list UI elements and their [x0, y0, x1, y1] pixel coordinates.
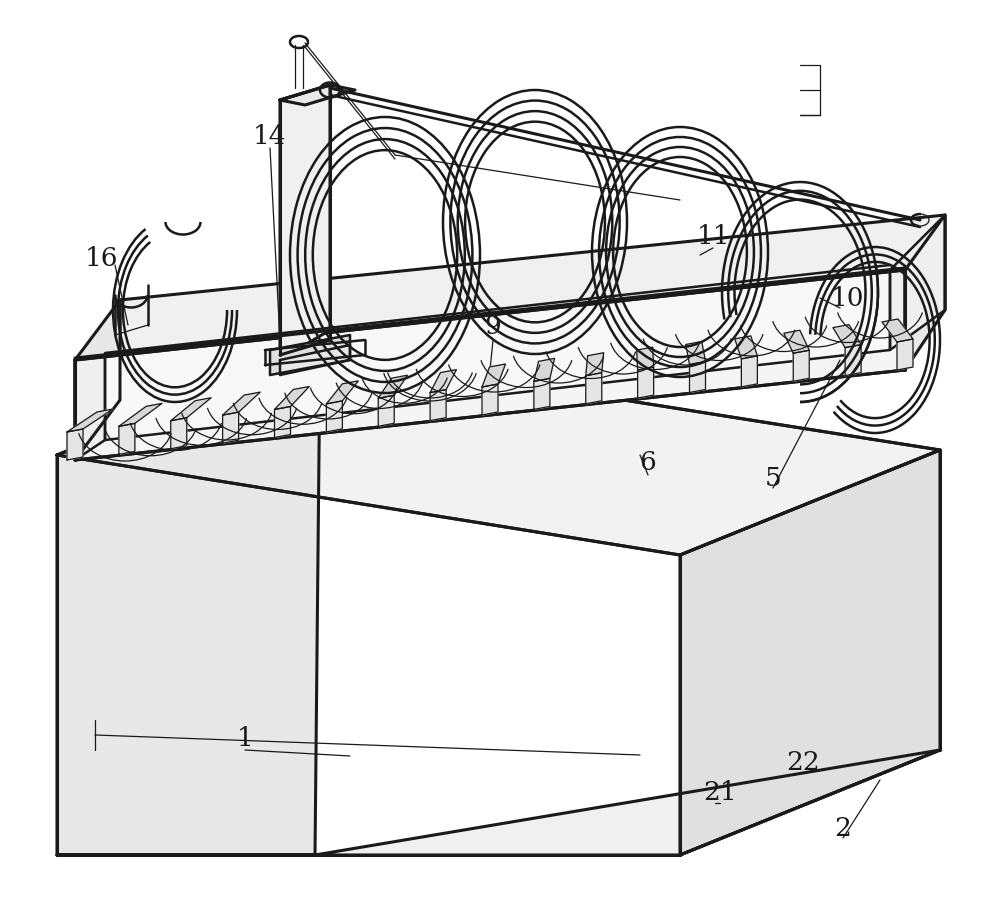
- Polygon shape: [586, 372, 602, 404]
- Polygon shape: [482, 384, 498, 415]
- Text: 9: 9: [485, 315, 501, 339]
- Polygon shape: [735, 336, 757, 359]
- Polygon shape: [378, 375, 407, 398]
- Polygon shape: [482, 364, 506, 387]
- Polygon shape: [882, 319, 913, 342]
- Polygon shape: [637, 347, 654, 371]
- Polygon shape: [690, 361, 706, 393]
- Polygon shape: [430, 370, 456, 393]
- Text: 5: 5: [765, 466, 781, 490]
- Text: 16: 16: [85, 245, 119, 271]
- Polygon shape: [378, 395, 394, 426]
- Polygon shape: [57, 750, 940, 855]
- Text: 14: 14: [253, 124, 287, 149]
- Polygon shape: [784, 330, 809, 353]
- Polygon shape: [67, 429, 83, 460]
- Polygon shape: [905, 215, 945, 370]
- Polygon shape: [57, 352, 940, 555]
- Polygon shape: [75, 355, 105, 460]
- Text: 6: 6: [640, 450, 656, 476]
- Text: 22: 22: [786, 749, 820, 774]
- Text: 10: 10: [831, 285, 865, 310]
- Polygon shape: [833, 325, 861, 348]
- Text: 2: 2: [835, 815, 851, 841]
- Polygon shape: [171, 398, 211, 421]
- Polygon shape: [223, 393, 260, 415]
- Polygon shape: [897, 339, 913, 370]
- Polygon shape: [75, 300, 120, 460]
- Text: 11: 11: [696, 224, 730, 250]
- Polygon shape: [105, 270, 890, 440]
- Polygon shape: [586, 353, 604, 376]
- Polygon shape: [119, 404, 162, 426]
- Polygon shape: [680, 450, 940, 855]
- Polygon shape: [741, 356, 757, 387]
- Polygon shape: [845, 345, 861, 376]
- Polygon shape: [274, 386, 309, 410]
- Polygon shape: [430, 390, 446, 421]
- Polygon shape: [171, 418, 187, 448]
- Polygon shape: [223, 412, 239, 443]
- Polygon shape: [326, 401, 342, 432]
- Polygon shape: [793, 350, 809, 382]
- Polygon shape: [686, 341, 706, 364]
- Polygon shape: [280, 85, 355, 105]
- Text: 21: 21: [703, 780, 737, 805]
- Polygon shape: [280, 85, 330, 360]
- Polygon shape: [638, 367, 654, 398]
- Polygon shape: [326, 381, 358, 404]
- Polygon shape: [534, 359, 555, 382]
- Polygon shape: [57, 352, 320, 855]
- Polygon shape: [274, 406, 290, 437]
- Polygon shape: [120, 215, 945, 400]
- Polygon shape: [890, 215, 945, 350]
- Polygon shape: [270, 335, 350, 375]
- Text: 1: 1: [237, 726, 253, 750]
- Polygon shape: [67, 409, 113, 432]
- Polygon shape: [534, 379, 550, 409]
- Polygon shape: [75, 270, 905, 460]
- Polygon shape: [119, 424, 135, 455]
- Polygon shape: [280, 345, 350, 375]
